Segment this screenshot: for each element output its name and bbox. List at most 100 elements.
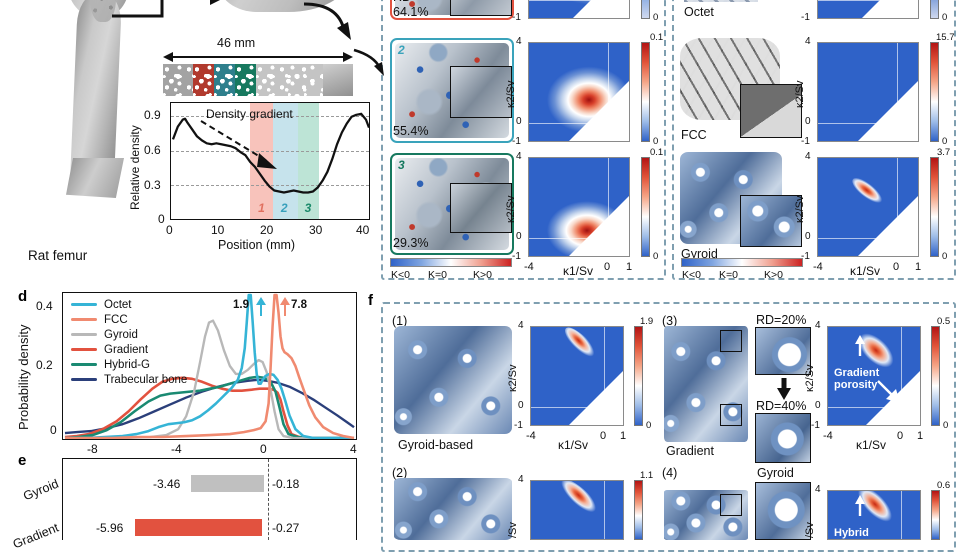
legend-item-gyroid: Gyroid	[71, 327, 187, 342]
specimen-dimension-label: 46 mm	[217, 36, 256, 50]
ytick-b1-neg1: -1	[512, 12, 521, 23]
density-ytick-0: 0	[158, 212, 165, 226]
gridline-horizontal	[529, 238, 629, 239]
legend-item-fcc: FCC	[71, 312, 187, 327]
colorbar-fcc-max: 15.7	[936, 32, 955, 43]
specimen-segment-2	[214, 64, 236, 96]
arrow-femur-to-chunk	[112, 0, 220, 18]
heatmap-f1	[530, 326, 624, 426]
xaxis-label-c: κ1/Sv	[850, 264, 881, 278]
rat-femur-illustration	[28, 0, 178, 242]
range-high-gradient: -0.27	[272, 521, 300, 535]
colorbar-b1-min: 0	[653, 12, 659, 23]
colorbar-b3-min: 0	[653, 251, 659, 262]
xtick-f3-1: 1	[917, 430, 924, 442]
ytick-b1-0: 0	[516, 0, 522, 3]
gyroid-based-render	[394, 326, 512, 434]
yaxis-label-b2: κ2/Sv	[505, 80, 517, 108]
heatmap-b2	[528, 42, 630, 142]
ytick-b2-0: 0	[516, 116, 522, 127]
sample-rd-1: 64.1%	[393, 5, 429, 19]
sample-card-2: 2	[390, 38, 514, 143]
gradient-inset-rd20	[755, 327, 811, 375]
xtick-c-0: 0	[893, 261, 900, 273]
f3-annotation: Gradient porosity	[834, 367, 880, 392]
curvature-label-pos-b: K>0	[473, 269, 492, 281]
legend-swatch-hybrid-g	[71, 362, 97, 367]
colorbar-gyroid-max: 3.7	[937, 147, 951, 158]
f1-ridge	[560, 327, 608, 372]
xtick-c-1: 1	[915, 261, 922, 273]
heatmap-b1	[528, 0, 630, 19]
gradient-inset-rd40	[755, 413, 811, 463]
ytick-fcc-4: 4	[805, 36, 811, 47]
density-xaxis-label: Position (mm)	[218, 238, 296, 252]
specimen-segment	[163, 64, 194, 96]
category-label-gradient: Gradient	[10, 520, 61, 552]
inset-label-rd20: RD=20%	[756, 313, 807, 327]
xtick-c-neg4: -4	[813, 261, 823, 273]
f-item-number-2: (2)	[392, 466, 408, 480]
heatmap-f2	[530, 480, 624, 540]
invalid-region	[857, 80, 918, 141]
density-band-2	[273, 103, 298, 219]
hybrid-roi	[720, 494, 742, 516]
sample-inset-3	[450, 183, 512, 233]
density-xtick-40: 40	[356, 223, 370, 237]
density-curve	[171, 112, 369, 194]
gyroid-label: Gyroid	[681, 247, 718, 261]
arrow-chunk-to-specimen	[303, 2, 351, 40]
xaxis-label-f3: κ1/Sv	[856, 438, 887, 452]
heatmap-b3	[528, 157, 630, 257]
ytick-fcc-0: 0	[805, 116, 811, 127]
ytick-gyroid-neg1: -1	[801, 251, 810, 262]
gridline-vertical	[608, 43, 609, 141]
panel-d-xtick-neg8: -8	[87, 442, 98, 456]
f-caption-1: Gyroid-based	[398, 438, 474, 452]
curvature-label-pos-c: K>0	[764, 269, 783, 281]
colorbar-b3-max: 0.1	[650, 147, 664, 158]
yaxis-label-fcc: κ2/Sv	[794, 80, 806, 108]
ytick-octet-0: 0	[805, 0, 811, 3]
invalid-region	[568, 195, 629, 256]
gyroid-ridge	[848, 173, 894, 214]
legend-swatch-octet	[71, 302, 97, 307]
yaxis-label-f2: /Sv	[507, 522, 519, 538]
colorbar-f2	[634, 480, 643, 540]
panel-c-box	[672, 0, 956, 280]
legend-swatch-gyroid	[71, 332, 97, 337]
f3-down-arrow	[877, 380, 900, 403]
curvature-label-zero-b: K=0	[428, 269, 447, 281]
density-gradient-arrow	[200, 120, 277, 169]
ytick-gyroid-4: 4	[805, 151, 811, 162]
octet-lattice-render	[684, 0, 758, 2]
peak-arrow-octet	[256, 297, 266, 316]
specimen-cross-section	[163, 64, 353, 96]
ytick-fcc-neg1: -1	[801, 136, 810, 147]
range-low-gradient: -5.96	[96, 521, 124, 535]
ytick-f3-4: 4	[815, 320, 821, 331]
gridline-vertical	[604, 327, 605, 425]
gridline-vertical	[897, 158, 898, 256]
f-item-number-4: (4)	[662, 466, 678, 480]
xtick-f1-neg4: -4	[526, 430, 536, 442]
probability-density-plot: Octet FCC Gyroid Gradient Hybrid-G Trabe…	[16, 292, 357, 456]
f-item-number-3: (3)	[662, 314, 678, 328]
range-bar-chart: -3.46 -0.18 -5.96 -0.27 Gyroid Gradient	[11, 458, 357, 551]
inset-label-rd40: RD=40%	[756, 399, 807, 413]
octet-label: Octet	[684, 5, 714, 19]
invalid-region	[572, 0, 629, 18]
colorbar-b2	[641, 42, 650, 142]
sample-card-3: 3	[390, 153, 514, 255]
hybrid-inset-gyroid	[755, 482, 811, 540]
gridline-horizontal	[818, 123, 918, 124]
density-ytick-0.9: 0.9	[144, 108, 161, 122]
density-gradient-annotation: Density gradient	[206, 107, 293, 121]
range-bar-gyroid	[191, 475, 264, 492]
colorbar-f4	[931, 490, 940, 540]
xtick-b3-0: 0	[604, 261, 611, 273]
panel-letter-f: f	[368, 292, 373, 309]
gridline-horizontal	[529, 0, 629, 1]
legend-label-hybrid-g: Hybrid-G	[104, 358, 151, 371]
density-xtick-0: 0	[166, 223, 173, 237]
